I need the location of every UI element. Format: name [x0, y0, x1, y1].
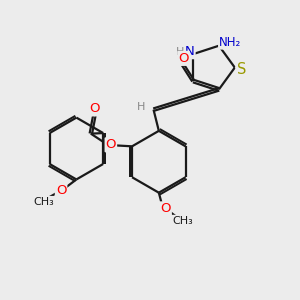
Text: H: H — [137, 102, 146, 112]
Text: CH₃: CH₃ — [172, 216, 194, 226]
Text: S: S — [237, 62, 246, 77]
Text: N: N — [185, 45, 195, 58]
Text: O: O — [106, 138, 116, 151]
Text: O: O — [160, 202, 171, 215]
Text: O: O — [178, 52, 189, 65]
Text: NH₂: NH₂ — [219, 36, 241, 49]
Text: H: H — [176, 47, 184, 57]
Text: CH₃: CH₃ — [33, 197, 54, 207]
Text: O: O — [56, 184, 66, 197]
Text: O: O — [89, 102, 100, 116]
